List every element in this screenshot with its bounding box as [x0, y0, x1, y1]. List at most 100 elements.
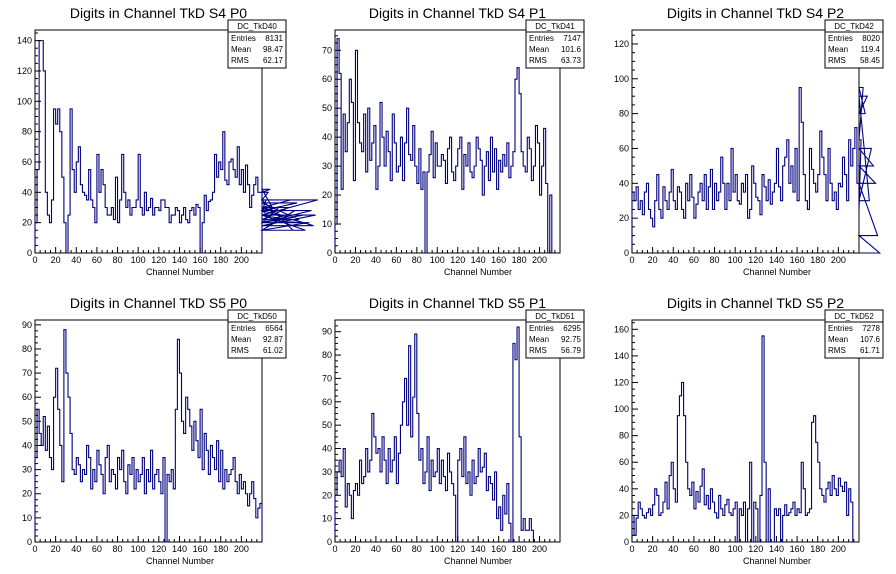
stats-box: DC_TkD40 Entries 8131 Mean 98.47 RMS 62.17	[227, 19, 287, 69]
stats-row-label: Entries	[529, 324, 554, 333]
y-tick-label: 10	[322, 514, 332, 524]
y-tick-label: 160	[614, 324, 629, 334]
stats-box: DC_TkD52 Entries 7278 Mean 107.6 RMS 61.71	[824, 309, 884, 359]
y-tick-label: 60	[322, 74, 332, 84]
y-tick-label: 140	[614, 351, 629, 361]
stats-row-label: RMS	[529, 56, 547, 65]
x-tick-label: 60	[92, 544, 102, 554]
stats-row-label: RMS	[231, 346, 249, 355]
y-tick-label: 40	[619, 178, 629, 188]
y-tick-label: 80	[322, 350, 332, 360]
x-tick-label: 120	[748, 544, 763, 554]
y-tick-label: 10	[22, 513, 32, 523]
y-tick-label: 0	[327, 248, 332, 258]
x-tick-label: 40	[71, 544, 81, 554]
stats-row-value: 7147	[563, 34, 581, 43]
x-tick-label: 200	[234, 255, 249, 265]
x-axis-label: Channel Number	[444, 267, 512, 277]
x-tick-label: 140	[471, 544, 486, 554]
x-tick-label: 0	[32, 544, 37, 554]
histogram-series	[334, 326, 536, 543]
x-tick-label: 180	[512, 255, 527, 265]
y-tick-label: 60	[619, 143, 629, 153]
x-tick-label: 20	[350, 544, 360, 554]
x-tick-label: 200	[532, 544, 547, 554]
y-tick-label: 90	[322, 327, 332, 337]
stats-box-frame	[824, 19, 884, 69]
stats-row-value: 107.6	[860, 335, 881, 344]
x-axis-label: Channel Number	[146, 556, 214, 566]
stats-row-label: Mean	[529, 335, 549, 344]
stats-row-label: Mean	[231, 335, 251, 344]
chart-title: Digits in Channel TkD S4 P1	[369, 5, 546, 21]
y-tick-label: 0	[624, 248, 629, 258]
x-tick-label: 120	[151, 255, 166, 265]
stats-box: DC_TkD50 Entries 6564 Mean 92.87 RMS 61.02	[227, 309, 287, 359]
stats-row-value: 62.17	[263, 56, 284, 65]
stats-row-value: 101.6	[561, 45, 582, 54]
x-tick-label: 200	[831, 544, 846, 554]
stats-row-value: 8131	[265, 34, 283, 43]
stats-row-value: 61.02	[263, 346, 284, 355]
y-tick-label: 70	[22, 368, 32, 378]
x-tick-label: 140	[172, 544, 187, 554]
stats-row-value: 61.71	[860, 346, 881, 355]
x-tick-label: 100	[728, 255, 743, 265]
x-tick-label: 180	[213, 255, 228, 265]
y-tick-label: 20	[619, 510, 629, 520]
y-tick-label: 120	[614, 377, 629, 387]
x-tick-label: 160	[790, 544, 805, 554]
y-tick-label: 80	[619, 431, 629, 441]
histogram-series	[34, 329, 263, 543]
x-tick-label: 120	[151, 544, 166, 554]
chart-title: Digits in Channel TkD S4 P0	[70, 5, 247, 21]
stats-row-value: 6564	[265, 324, 283, 333]
x-tick-label: 20	[51, 255, 61, 265]
y-tick-label: 80	[22, 127, 32, 137]
x-tick-label: 180	[810, 255, 825, 265]
x-tick-label: 60	[689, 544, 699, 554]
y-tick-label: 40	[22, 440, 32, 450]
stats-row-label: Entries	[828, 324, 853, 333]
y-tick-label: 70	[322, 45, 332, 55]
x-tick-label: 0	[32, 255, 37, 265]
y-tick-label: 20	[619, 213, 629, 223]
chart-title: Digits in Channel TkD S4 P2	[667, 5, 844, 21]
histogram-panel: Digits in Channel TkD S5 P10 20 40 60 80 100 1…	[322, 295, 585, 566]
x-tick-label: 80	[412, 544, 422, 554]
histogram-series	[334, 38, 553, 254]
y-tick-label: 0	[27, 248, 32, 258]
stats-row-label: Mean	[529, 45, 549, 54]
x-tick-label: 180	[213, 544, 228, 554]
y-tick-label: 60	[22, 392, 32, 402]
stats-row-label: Entries	[529, 34, 554, 43]
y-tick-label: 50	[322, 103, 332, 113]
x-tick-label: 0	[629, 255, 634, 265]
y-tick-label: 10	[322, 219, 332, 229]
stats-row-value: 8020	[862, 34, 880, 43]
y-tick-label: 30	[22, 465, 32, 475]
x-tick-label: 200	[831, 255, 846, 265]
y-tick-label: 100	[614, 74, 629, 84]
x-tick-label: 80	[113, 255, 123, 265]
stats-row-label: Mean	[828, 45, 848, 54]
y-tick-label: 30	[322, 161, 332, 171]
stats-box: DC_TkD42 Entries 8020 Mean 119.4 RMS 58.45	[824, 19, 884, 69]
stats-row-value: 6295	[563, 324, 581, 333]
y-tick-label: 0	[27, 537, 32, 547]
stats-box-name: DC_TkD41	[535, 22, 575, 31]
x-tick-label: 60	[92, 255, 102, 265]
x-tick-label: 0	[332, 544, 337, 554]
x-tick-label: 60	[391, 544, 401, 554]
x-tick-label: 160	[193, 544, 208, 554]
stats-row-value: 7278	[862, 324, 880, 333]
x-tick-label: 120	[450, 544, 465, 554]
y-tick-label: 50	[322, 420, 332, 430]
x-axis-label: Channel Number	[743, 556, 811, 566]
stats-row-label: Mean	[231, 45, 251, 54]
stats-row-label: RMS	[231, 56, 249, 65]
x-tick-label: 140	[769, 544, 784, 554]
y-tick-label: 90	[22, 320, 32, 330]
y-tick-label: 40	[322, 444, 332, 454]
